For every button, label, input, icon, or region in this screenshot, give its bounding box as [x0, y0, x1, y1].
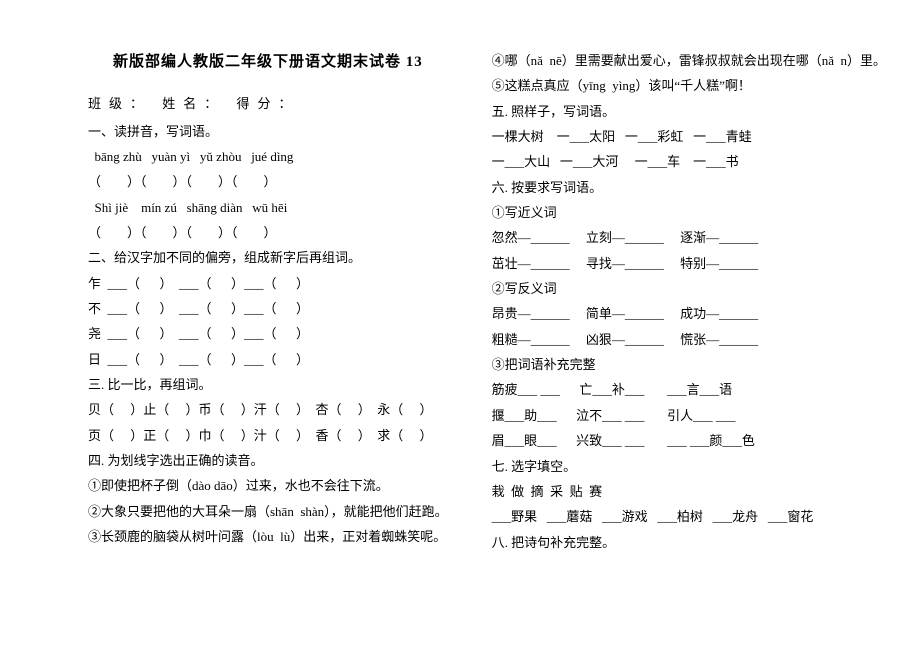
text-line: 六. 按要求写词语。 — [492, 175, 886, 200]
text-line: ④哪（nǎ nē）里需要献出爱心，雷锋叔叔就会出现在哪（nǎ n）里。 — [492, 48, 886, 73]
text-line: Shì jiè mín zú shāng diàn wū hēi — [88, 195, 448, 220]
text-line: ①写近义词 — [492, 200, 886, 225]
text-line: 粗糙—______ 凶狠—______ 慌张—______ — [492, 327, 886, 352]
text-line: 一棵大树 一___太阳 一___彩虹 一___青蛙 — [492, 124, 886, 149]
doc-title: 新版部编人教版二年级下册语文期末试卷 13 — [88, 48, 448, 77]
right-column: ④哪（nǎ nē）里需要献出爱心，雷锋叔叔就会出现在哪（nǎ n）里。⑤这糕点真… — [492, 48, 886, 617]
text-line: 忽然—______ 立刻—______ 逐渐—______ — [492, 225, 886, 250]
text-line: bāng zhù yuàn yì yǔ zhòu jué dìng — [88, 144, 448, 169]
text-line: 揠___助___ 泣不___ ___ 引人___ ___ — [492, 403, 886, 428]
text-line: （ ）（ ）（ ）（ ） — [88, 169, 448, 194]
text-line: 一、读拼音，写词语。 — [88, 119, 448, 144]
text-line: ①即使把杯子倒（dào dāo）过来，水也不会往下流。 — [88, 473, 448, 498]
text-line: 八. 把诗句补充完整。 — [492, 530, 886, 555]
text-line: ②大象只要把他的大耳朵一扇（shān shàn），就能把他们赶跑。 — [88, 499, 448, 524]
info-line: 班级： 姓名： 得分： — [88, 91, 448, 116]
text-line: 昂贵—______ 简单—______ 成功—______ — [492, 301, 886, 326]
text-line: 乍 ___（ ） ___（ ）___（ ） — [88, 271, 448, 296]
text-line: ③长颈鹿的脑袋从树叶问露（lòu lù）出来，正对着蜘蛛笑呢。 — [88, 524, 448, 549]
text-line: （ ）（ ）（ ）（ ） — [88, 220, 448, 245]
text-line: 筋疲___ ___ 亡___补___ ___言___语 — [492, 377, 886, 402]
text-line: 五. 照样子，写词语。 — [492, 99, 886, 124]
text-line: 二、给汉字加不同的偏旁，组成新字后再组词。 — [88, 245, 448, 270]
text-line: 七. 选字填空。 — [492, 454, 886, 479]
text-line: 三. 比一比，再组词。 — [88, 372, 448, 397]
text-line: 尧 ___（ ） ___（ ）___（ ） — [88, 321, 448, 346]
left-column: 新版部编人教版二年级下册语文期末试卷 13 班级： 姓名： 得分： 一、读拼音，… — [88, 48, 448, 617]
text-line: 一___大山 一___大河 一___车 一___书 — [492, 149, 886, 174]
right-lines: ④哪（nǎ nē）里需要献出爱心，雷锋叔叔就会出现在哪（nǎ n）里。⑤这糕点真… — [492, 48, 886, 555]
text-line: ②写反义词 — [492, 276, 886, 301]
text-line: 栽 做 摘 采 贴 赛 — [492, 479, 886, 504]
text-line: 不 ___（ ） ___（ ）___（ ） — [88, 296, 448, 321]
text-line: ___野果 ___蘑菇 ___游戏 ___柏树 ___龙舟 ___窗花 — [492, 504, 886, 529]
text-line: 茁壮—______ 寻找—______ 特别—______ — [492, 251, 886, 276]
left-lines: 一、读拼音，写词语。 bāng zhù yuàn yì yǔ zhòu jué … — [88, 119, 448, 550]
text-line: 眉___眼___ 兴致___ ___ ___ ___颜___色 — [492, 428, 886, 453]
text-line: 贝（ ）止（ ）币（ ）汗（ ） 杏（ ） 永（ ） — [88, 397, 448, 422]
text-line: 页（ ）正（ ）巾（ ）汁（ ） 香（ ） 求（ ） — [88, 423, 448, 448]
text-line: ③把词语补充完整 — [492, 352, 886, 377]
text-line: 四. 为划线字选出正确的读音。 — [88, 448, 448, 473]
text-line: ⑤这糕点真应（yīng yìng）该叫“千人糕”啊！ — [492, 73, 886, 98]
text-line: 日 ___（ ） ___（ ）___（ ） — [88, 347, 448, 372]
